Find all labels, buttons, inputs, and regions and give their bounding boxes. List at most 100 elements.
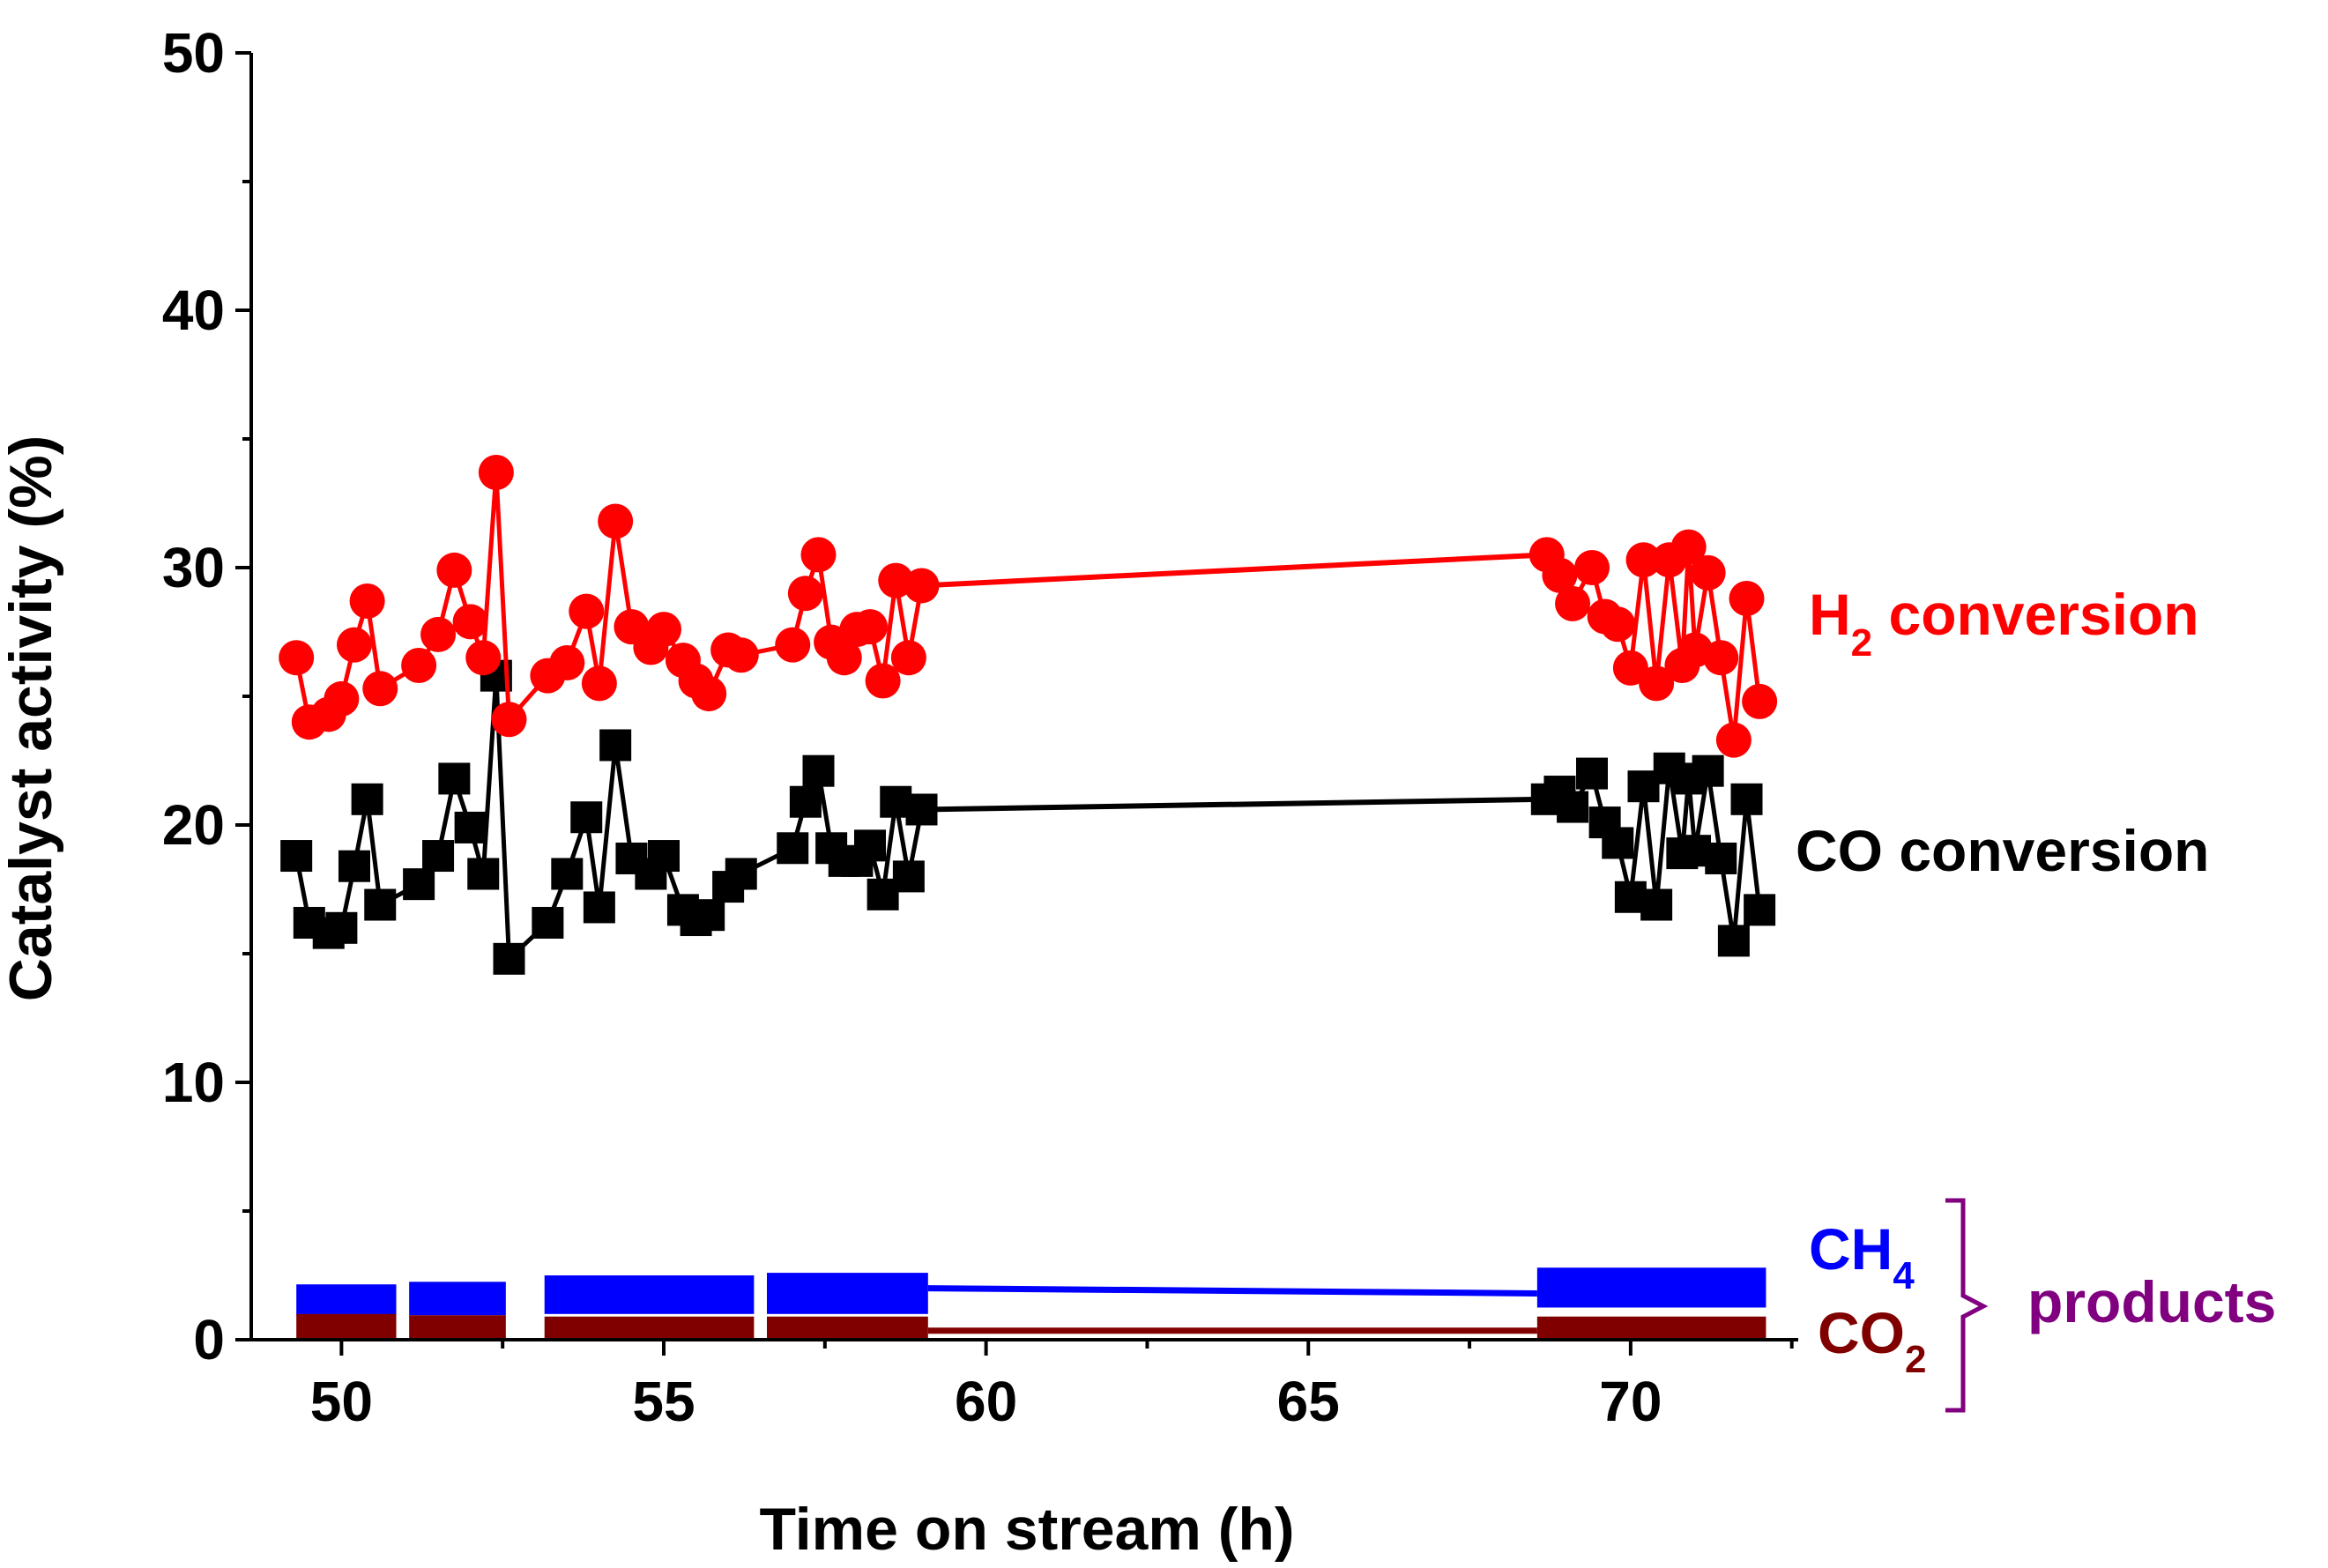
x-tick-label: 60 <box>955 1370 1017 1433</box>
co-conversion-point <box>789 785 822 818</box>
co-conversion-point <box>551 858 584 890</box>
products-brace <box>1945 1198 1989 1413</box>
x-tick-label: 70 <box>1599 1370 1662 1433</box>
co-conversion-point <box>1705 842 1737 874</box>
ch4-band-segment <box>767 1273 928 1314</box>
h2-conversion-point <box>1703 640 1739 676</box>
co-conversion-point <box>892 860 925 893</box>
y-axis-title: Catalyst activity (%) <box>0 435 64 1001</box>
h2-conversion-point <box>1670 529 1707 565</box>
h2-conversion-point <box>852 609 888 645</box>
h2-conversion-point <box>1639 665 1675 702</box>
co-conversion-connector-line <box>921 796 1547 813</box>
co-conversion-point <box>905 793 938 826</box>
h2-conversion-point <box>1625 542 1662 578</box>
co-conversion-point <box>777 832 809 865</box>
h2-conversion-point <box>465 640 502 676</box>
h2-conversion-point <box>1729 581 1765 617</box>
co-conversion-point <box>1557 791 1589 823</box>
h2-conversion-point <box>581 665 617 702</box>
series-ch4 <box>296 1267 1766 1316</box>
x-tick-label: 65 <box>1277 1370 1340 1433</box>
co2-band-segment <box>544 1316 755 1340</box>
h2-conversion-point <box>598 503 634 539</box>
h2-conversion-point <box>723 637 759 673</box>
h2-conversion-point <box>1742 683 1778 719</box>
co-conversion-point <box>1730 783 1763 815</box>
h2-conversion-point <box>362 671 398 707</box>
h2-conversion-point <box>337 627 372 663</box>
h2-conversion-point <box>420 616 457 652</box>
h2-conversion-point <box>401 647 437 683</box>
co-conversion-point <box>583 891 615 924</box>
co-conversion-point <box>802 754 835 787</box>
y-tick-label: 30 <box>162 536 225 599</box>
co-conversion-point <box>1692 754 1724 787</box>
h2-conversion-point <box>691 676 727 712</box>
ch4-band-segment <box>409 1282 506 1316</box>
h2-conversion-point <box>436 552 472 588</box>
co-conversion-point <box>422 840 455 873</box>
ch4-band-segment <box>296 1284 397 1316</box>
co-conversion-point <box>1576 757 1608 790</box>
h2-conversion-point <box>865 663 901 699</box>
co-conversion-point <box>280 840 313 873</box>
co-conversion-point <box>1640 888 1673 921</box>
co-conversion-point <box>403 868 435 901</box>
y-tick-label: 40 <box>162 279 225 342</box>
co-conversion-point <box>854 829 886 862</box>
h2-conversion-point <box>1574 550 1610 585</box>
co-conversion-point <box>648 840 680 873</box>
h2-conversion-point <box>1542 557 1578 593</box>
products-label: products <box>2027 1269 2276 1334</box>
ch4-connector-line <box>927 1285 1537 1297</box>
label-co2: CO2 <box>1818 1300 1926 1381</box>
series-layer <box>279 454 1778 1340</box>
label-co2-main: CO <box>1818 1300 1905 1365</box>
h2-conversion-point <box>1555 585 1591 621</box>
h2-conversion-point <box>349 583 385 619</box>
ch4-band-segment <box>544 1275 755 1314</box>
co-conversion-point <box>454 811 487 843</box>
h2-conversion-point <box>904 568 940 604</box>
h2-conversion-point <box>775 627 811 663</box>
ch4-band-segment <box>1536 1267 1766 1308</box>
h2-conversion-point <box>646 612 681 648</box>
x-axis-title: Time on stream (h) <box>759 1496 1294 1563</box>
h2-conversion-point <box>569 593 605 629</box>
label-co2-sub: 2 <box>1905 1338 1926 1381</box>
co-conversion-point <box>364 888 397 921</box>
x-tick-label: 55 <box>632 1370 695 1433</box>
label-ch4: CH4 <box>1809 1216 1915 1297</box>
co-conversion-point <box>351 783 383 815</box>
h2-conversion-point <box>787 576 823 612</box>
co-conversion-point <box>532 906 564 939</box>
label-co-conversion: CO conversion <box>1796 818 2209 883</box>
h2-conversion-point <box>1612 650 1648 686</box>
co2-band-segment <box>767 1316 928 1340</box>
co-conversion-point <box>1717 925 1750 957</box>
co2-band-segment <box>1536 1316 1766 1340</box>
h2-conversion-point <box>1690 554 1726 591</box>
h2-conversion-point <box>800 537 837 573</box>
h2-conversion-point <box>549 645 585 681</box>
label-h2-conversion: H2 conversion <box>1809 582 2199 665</box>
y-tick-label: 20 <box>162 793 225 857</box>
co-conversion-point <box>1602 827 1634 859</box>
series-co2 <box>296 1313 1766 1340</box>
co-conversion-point <box>493 942 525 975</box>
label-ch4-sub: 4 <box>1893 1254 1915 1297</box>
h2-conversion-connector-line <box>921 552 1547 589</box>
co-conversion-point <box>599 729 632 762</box>
co2-band-segment <box>409 1315 506 1340</box>
label-ch4-main: CH <box>1809 1216 1893 1282</box>
co-conversion-point <box>1744 894 1776 926</box>
co-conversion-point <box>438 762 471 795</box>
h2-conversion-point <box>478 454 514 490</box>
series-co-conversion <box>280 659 1776 975</box>
h2-conversion-point <box>1600 606 1636 643</box>
label-h2-sub: 2 <box>1851 621 1872 665</box>
label-h2-main: H <box>1809 582 1851 647</box>
co-conversion-point <box>338 850 370 882</box>
